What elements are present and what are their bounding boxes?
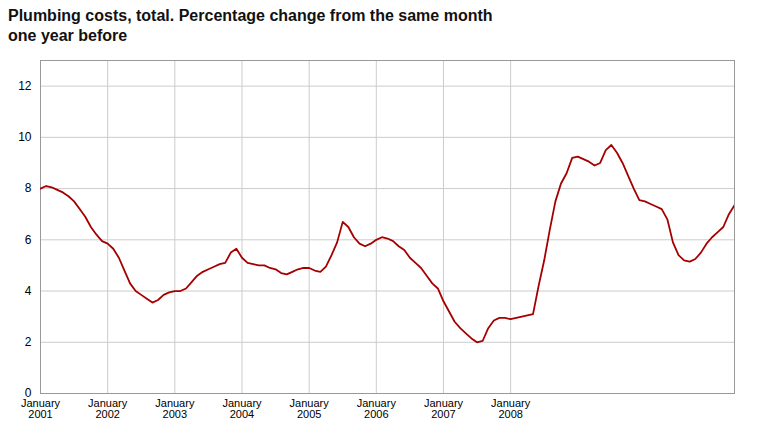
svg-text:2: 2 — [25, 335, 32, 349]
svg-text:12: 12 — [18, 79, 32, 93]
svg-text:January2005: January2005 — [290, 397, 330, 420]
svg-text:January2004: January2004 — [222, 397, 262, 420]
svg-text:January2007: January2007 — [424, 397, 464, 420]
svg-text:January2002: January2002 — [88, 397, 128, 420]
svg-text:0: 0 — [24, 386, 32, 401]
svg-text:January2006: January2006 — [357, 397, 397, 420]
svg-text:10: 10 — [18, 130, 32, 144]
svg-text:January2001: January2001 — [21, 397, 61, 420]
svg-text:4: 4 — [25, 284, 32, 298]
html-text:Plumbing costs, total. Percent: Plumbing costs, total. Percentage change… — [8, 7, 493, 44]
svg-text:6: 6 — [25, 233, 32, 247]
svg-text:8: 8 — [25, 181, 32, 195]
svg-text:January2008: January2008 — [491, 397, 531, 420]
svg-text:January2003: January2003 — [155, 397, 195, 420]
